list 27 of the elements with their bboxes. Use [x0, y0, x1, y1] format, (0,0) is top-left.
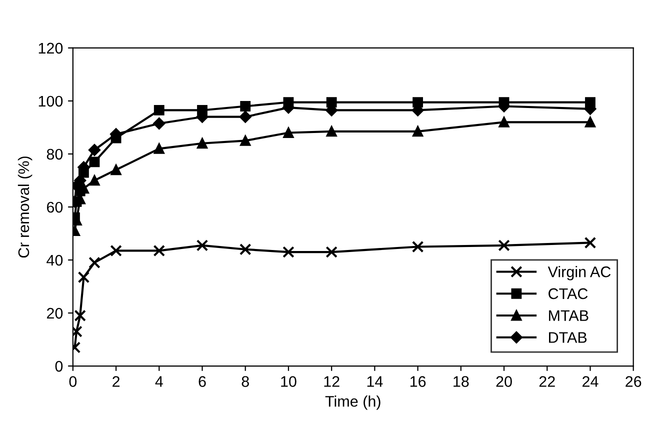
x-tick-label: 22: [539, 376, 555, 387]
legend-label: MTAB: [549, 310, 588, 321]
y-tick-label: 40: [46, 254, 63, 266]
x-tick-label: 16: [410, 376, 426, 387]
y-tick-label: 100: [38, 96, 63, 107]
x-tick-label: 14: [367, 376, 383, 387]
legend-label: CTAC: [548, 288, 588, 300]
x-tick-label: 20: [496, 376, 512, 387]
x-tick-label: 0: [69, 376, 77, 387]
x-tick-label: 12: [324, 376, 340, 387]
x-axis-title: Time (h): [325, 396, 380, 410]
y-axis-title: Cr removal (%): [18, 156, 32, 258]
x-tick-label: 4: [155, 376, 163, 387]
x-tick-label: 8: [242, 376, 249, 387]
y-tick-label: 120: [38, 42, 63, 54]
legend-label: DTAB: [549, 332, 587, 343]
x-tick-label: 26: [626, 376, 642, 387]
y-tick-label: 20: [46, 308, 63, 319]
legend-label: Virgin AC: [548, 266, 611, 280]
x-tick-label: 18: [454, 376, 469, 387]
y-tick-label: 60: [46, 202, 63, 213]
x-tick-label: 6: [198, 376, 206, 387]
x-tick-label: 24: [582, 376, 598, 387]
x-tick-label: 2: [112, 376, 120, 387]
x-tick-label: 10: [281, 376, 296, 387]
y-tick-label: 80: [46, 148, 63, 160]
y-tick-label: 0: [55, 360, 63, 372]
